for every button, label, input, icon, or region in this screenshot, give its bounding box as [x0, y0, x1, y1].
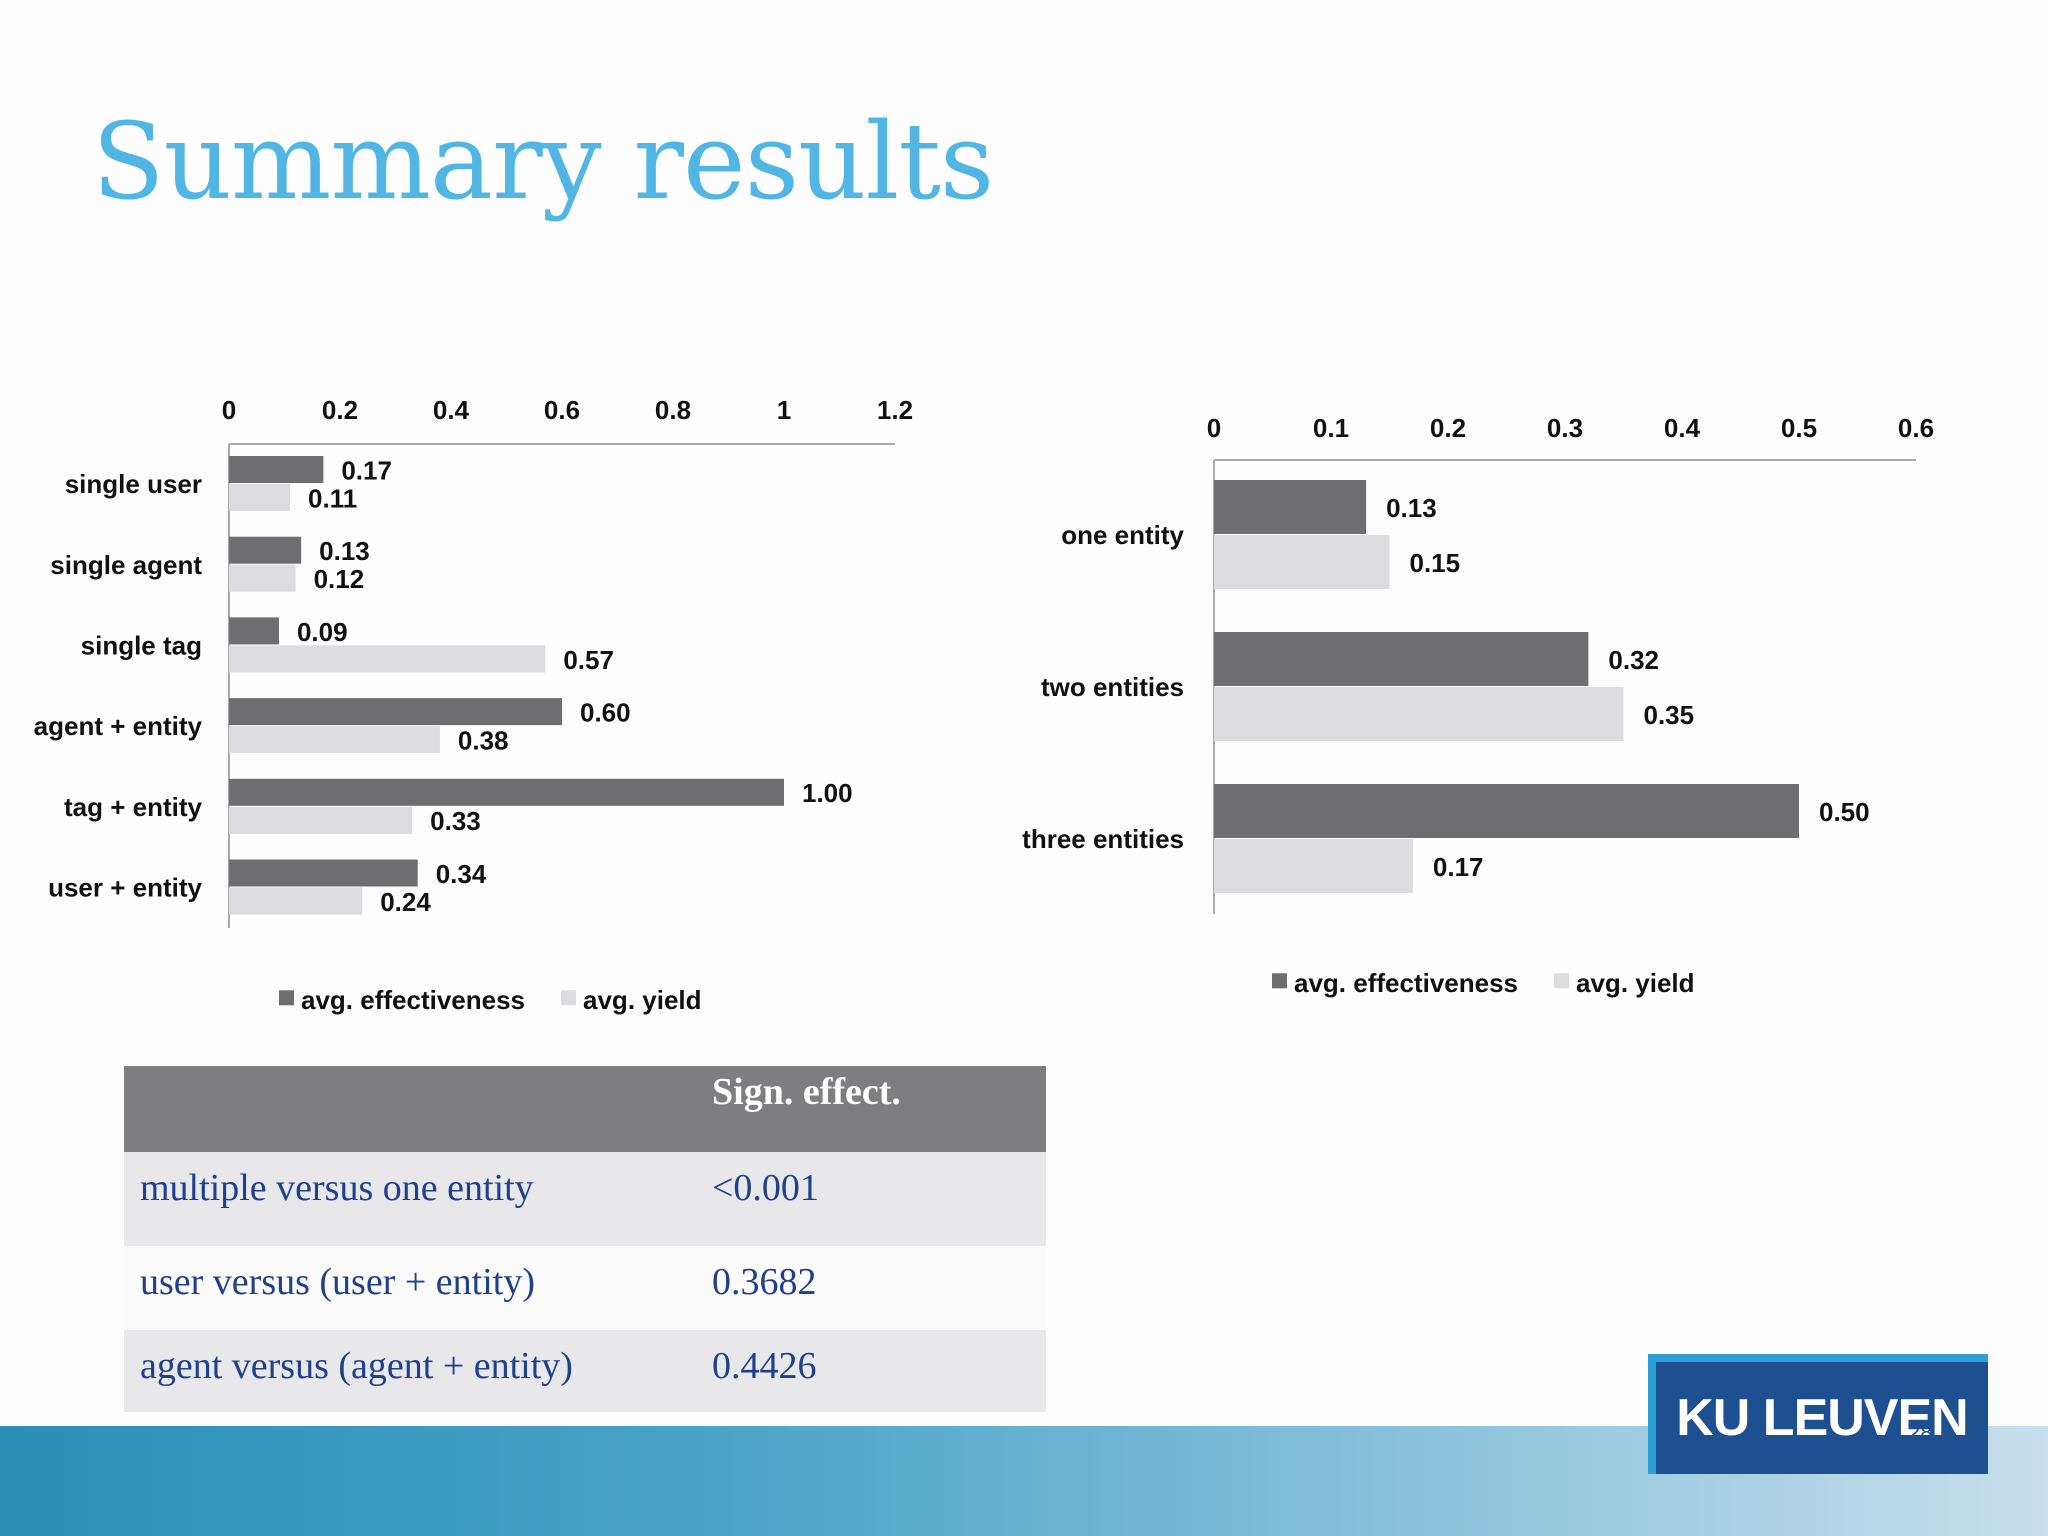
data-label-avg-yield-tag-entity: 0.33 — [430, 806, 481, 836]
legend-swatch-avg-yield — [561, 990, 577, 1006]
bar-avg-yield-tag-entity — [229, 806, 413, 834]
data-label-avg-yield-one-entity: 0.15 — [1410, 548, 1461, 578]
slide-title: Summary results — [92, 100, 994, 223]
bar-avg-yield-two-entities — [1214, 687, 1624, 741]
data-label-avg-yield-user-entity: 0.24 — [380, 887, 431, 917]
category-label-user-entity: user + entity — [48, 873, 202, 903]
bar-avg-yield-agent-entity — [229, 726, 440, 754]
category-label-tag-entity: tag + entity — [64, 792, 203, 822]
bar-avg-yield-user-entity — [229, 887, 363, 915]
x-tick-label: 1 — [777, 395, 791, 425]
x-tick-label: 0.8 — [655, 395, 691, 425]
chart-entity-types: 0 0.2 0.4 0.6 0.8 1 1.2 single user 0.170.11 sing… — [34, 395, 913, 1015]
table-row: user versus (user + entity) 0.3682 — [124, 1246, 1046, 1330]
table-cell-comparison: multiple versus one entity — [124, 1152, 712, 1246]
data-label-avg-yield-single-tag: 0.57 — [563, 645, 614, 675]
data-label-avg-effectiveness-single-tag: 0.09 — [297, 617, 348, 647]
x-tick-label: 0.6 — [1898, 413, 1934, 443]
x-tick-label: 0.2 — [322, 395, 358, 425]
table-cell-value: 0.4426 — [712, 1330, 1046, 1412]
logo-text: KU LEUVEN — [1676, 1389, 1968, 1447]
legend-label-avg-yield: avg. yield — [1576, 968, 1695, 998]
data-label-avg-effectiveness-agent-entity: 0.60 — [580, 697, 631, 727]
data-label-avg-yield-agent-entity: 0.38 — [458, 725, 509, 755]
table-header-sign-effect: Sign. effect. — [712, 1066, 1046, 1152]
data-label-avg-yield-single-agent: 0.12 — [314, 564, 365, 594]
legend-label-avg-effectiveness: avg. effectiveness — [301, 985, 525, 1015]
ku-leuven-logo: KU LEUVEN — [1648, 1354, 1988, 1474]
bar-avg-yield-three-entities — [1214, 839, 1413, 893]
table-cell-comparison: agent versus (agent + entity) — [124, 1330, 712, 1412]
table-cell-comparison: user versus (user + entity) — [124, 1246, 712, 1330]
category-label-three-entities: three entities — [1022, 824, 1184, 854]
table-row: agent versus (agent + entity) 0.4426 — [124, 1330, 1046, 1412]
table-header-row: Sign. effect. — [124, 1066, 1046, 1152]
bar-avg-effectiveness-single-user — [229, 456, 324, 483]
x-tick-label: 1.2 — [877, 395, 913, 425]
category-label-two-entities: two entities — [1041, 672, 1184, 702]
data-label-avg-effectiveness-user-entity: 0.34 — [436, 859, 487, 889]
bar-avg-effectiveness-user-entity — [229, 859, 418, 887]
bar-avg-effectiveness-single-tag — [229, 617, 279, 645]
x-tick-label: 0.4 — [433, 395, 470, 425]
x-tick-label: 0 — [222, 395, 236, 425]
category-label-single-user: single user — [65, 469, 202, 499]
bar-avg-effectiveness-three-entities — [1214, 784, 1799, 838]
bar-avg-effectiveness-one-entity — [1214, 480, 1367, 534]
category-label-one-entity: one entity — [1061, 520, 1184, 550]
table-cell-value: 0.3682 — [712, 1246, 1046, 1330]
legend-swatch-avg-effectiveness — [279, 990, 294, 1006]
data-label-avg-effectiveness-two-entities: 0.32 — [1608, 645, 1659, 675]
bar-avg-effectiveness-two-entities — [1214, 632, 1589, 686]
legend-label-avg-yield: avg. yield — [583, 985, 702, 1015]
data-label-avg-effectiveness-single-user: 0.17 — [341, 455, 392, 485]
bar-avg-yield-single-user — [229, 484, 291, 511]
bar-avg-effectiveness-single-agent — [229, 536, 302, 564]
chart-entity-count: 0 0.1 0.2 0.3 0.4 0.5 0.6 one entity 0.13 0.15 two… — [1022, 413, 1934, 998]
category-label-single-agent: single agent — [50, 550, 202, 580]
data-label-avg-effectiveness-tag-entity: 1.00 — [802, 778, 853, 808]
data-label-avg-yield-three-entities: 0.17 — [1433, 852, 1484, 882]
data-label-avg-effectiveness-one-entity: 0.13 — [1386, 493, 1437, 523]
x-tick-label: 0 — [1207, 413, 1221, 443]
x-tick-label: 0.3 — [1547, 413, 1583, 443]
data-label-avg-yield-single-user: 0.11 — [308, 483, 357, 513]
category-label-single-tag: single tag — [81, 631, 202, 661]
table-row: multiple versus one entity <0.001 — [124, 1152, 1046, 1246]
data-label-avg-yield-two-entities: 0.35 — [1644, 700, 1695, 730]
bar-avg-effectiveness-tag-entity — [229, 778, 784, 806]
bar-avg-yield-one-entity — [1214, 535, 1390, 589]
x-tick-label: 0.2 — [1430, 413, 1466, 443]
x-tick-label: 0.4 — [1664, 413, 1701, 443]
data-label-avg-effectiveness-three-entities: 0.50 — [1819, 797, 1870, 827]
x-tick-label: 0.6 — [544, 395, 580, 425]
bar-avg-yield-single-agent — [229, 564, 296, 592]
x-tick-label: 0.1 — [1313, 413, 1349, 443]
legend-swatch-avg-effectiveness — [1272, 973, 1287, 989]
table-header-empty — [124, 1066, 712, 1152]
x-tick-label: 0.5 — [1781, 413, 1817, 443]
bar-avg-yield-single-tag — [229, 645, 546, 673]
page-number: 28 — [1908, 1420, 1933, 1445]
bar-avg-effectiveness-agent-entity — [229, 698, 562, 726]
data-label-avg-effectiveness-single-agent: 0.13 — [319, 536, 370, 566]
legend-label-avg-effectiveness: avg. effectiveness — [1294, 968, 1518, 998]
significance-table: Sign. effect. multiple versus one entity… — [124, 1066, 1046, 1412]
table-cell-value: <0.001 — [712, 1152, 1046, 1246]
category-label-agent-entity: agent + entity — [34, 711, 203, 741]
legend-swatch-avg-yield — [1554, 973, 1570, 989]
